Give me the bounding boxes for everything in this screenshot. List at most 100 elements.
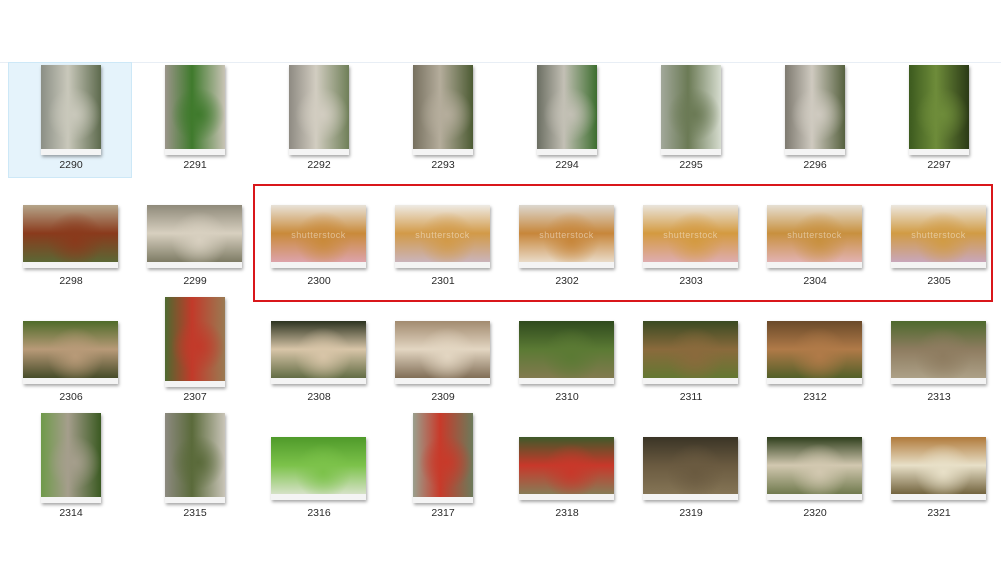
thumbnail-caption: 2298 [59, 275, 83, 287]
thumbnail-caption: 2309 [431, 391, 455, 403]
thumbnail-footer-strip [165, 381, 225, 387]
thumbnail-footer-strip [767, 494, 862, 500]
thumbnail-item-2300[interactable]: shutterstock 2300 [256, 178, 380, 294]
watermark-text: shutterstock [539, 230, 594, 241]
thumbnail-image [413, 413, 473, 503]
thumbnail-footer-strip [165, 149, 225, 155]
thumbnail-subject [165, 297, 225, 387]
thumbnail-item-2294[interactable]: 2294 [504, 62, 628, 178]
thumbnail-item-2304[interactable]: shutterstock 2304 [752, 178, 876, 294]
thumbnail-caption: 2292 [307, 159, 331, 171]
thumbnail-item-2296[interactable]: 2296 [752, 62, 876, 178]
thumbnail-item-2307[interactable]: 2307 [132, 294, 256, 410]
thumbnail-item-2305[interactable]: shutterstock 2305 [876, 178, 1000, 294]
thumbnail-footer-strip [395, 262, 490, 268]
thumbnail-caption: 2312 [803, 391, 827, 403]
thumbnail-subject [519, 321, 614, 384]
thumbnail-image: shutterstock [891, 205, 986, 268]
thumbnail-footer-strip [519, 494, 614, 500]
thumbnail-image: shutterstock [395, 205, 490, 268]
thumbnail-item-2315[interactable]: 2315 [132, 410, 256, 526]
thumbnail-subject [271, 205, 366, 268]
watermark-text: shutterstock [291, 230, 346, 241]
thumbnail-image: shutterstock [519, 205, 614, 268]
thumbnail-caption: 2293 [431, 159, 455, 171]
thumbnail-image [891, 321, 986, 384]
thumbnail-item-2291[interactable]: 2291 [132, 62, 256, 178]
thumbnail-item-2314[interactable]: 2314 [8, 410, 132, 526]
thumbnail-subject [643, 437, 738, 500]
thumbnail-item-2317[interactable]: 2317 [380, 410, 504, 526]
thumbnail-subject [767, 437, 862, 500]
thumbnail-item-2301[interactable]: shutterstock 2301 [380, 178, 504, 294]
thumbnail-subject [891, 205, 986, 268]
thumbnail-item-2311[interactable]: 2311 [628, 294, 752, 410]
thumbnail-item-2313[interactable]: 2313 [876, 294, 1000, 410]
thumbnail-image: shutterstock [271, 205, 366, 268]
thumbnail-image [661, 65, 721, 155]
thumbnail-caption: 2306 [59, 391, 83, 403]
thumbnail-subject [767, 205, 862, 268]
thumbnail-item-2292[interactable]: 2292 [256, 62, 380, 178]
thumbnail-item-2306[interactable]: 2306 [8, 294, 132, 410]
thumbnail-caption: 2321 [927, 507, 951, 519]
thumbnail-item-2295[interactable]: 2295 [628, 62, 752, 178]
thumbnail-item-2318[interactable]: 2318 [504, 410, 628, 526]
thumbnail-image [41, 413, 101, 503]
thumbnail-caption: 2294 [555, 159, 579, 171]
thumbnail-subject [23, 321, 118, 384]
thumbnail-caption: 2320 [803, 507, 827, 519]
thumbnail-subject [289, 65, 349, 155]
thumbnail-image [23, 321, 118, 384]
thumbnail-subject [165, 413, 225, 503]
thumbnail-item-2321[interactable]: 2321 [876, 410, 1000, 526]
thumbnail-footer-strip [395, 378, 490, 384]
thumbnail-item-2312[interactable]: 2312 [752, 294, 876, 410]
thumbnail-caption: 2303 [679, 275, 703, 287]
thumbnail-item-2297[interactable]: 2297 [876, 62, 1000, 178]
thumbnail-subject [395, 205, 490, 268]
thumbnail-item-2308[interactable]: 2308 [256, 294, 380, 410]
thumbnail-item-2310[interactable]: 2310 [504, 294, 628, 410]
thumbnail-item-2309[interactable]: 2309 [380, 294, 504, 410]
thumbnail-subject [41, 65, 101, 155]
thumbnail-item-2298[interactable]: 2298 [8, 178, 132, 294]
thumbnail-footer-strip [413, 497, 473, 503]
thumbnail-subject [271, 437, 366, 500]
thumbnail-item-2299[interactable]: 2299 [132, 178, 256, 294]
thumbnail-image [537, 65, 597, 155]
thumbnail-image [165, 413, 225, 503]
thumbnail-footer-strip [891, 378, 986, 384]
thumbnail-caption: 2290 [59, 159, 83, 171]
thumbnail-image [395, 321, 490, 384]
thumbnail-image [147, 205, 242, 268]
thumbnail-item-2316[interactable]: 2316 [256, 410, 380, 526]
thumbnail-subject [767, 321, 862, 384]
thumbnail-item-2302[interactable]: shutterstock 2302 [504, 178, 628, 294]
thumbnail-subject [643, 205, 738, 268]
thumbnail-item-2293[interactable]: 2293 [380, 62, 504, 178]
thumbnail-image [909, 65, 969, 155]
thumbnail-footer-strip [643, 494, 738, 500]
thumbnail-footer-strip [413, 149, 473, 155]
thumbnail-footer-strip [271, 262, 366, 268]
thumbnail-footer-strip [41, 497, 101, 503]
thumbnail-caption: 2295 [679, 159, 703, 171]
thumbnail-subject [519, 437, 614, 500]
thumbnail-footer-strip [147, 262, 242, 268]
thumbnail-footer-strip [41, 149, 101, 155]
thumbnail-item-2319[interactable]: 2319 [628, 410, 752, 526]
thumbnail-item-2320[interactable]: 2320 [752, 410, 876, 526]
thumbnail-footer-strip [785, 149, 845, 155]
thumbnail-footer-strip [643, 378, 738, 384]
watermark-text: shutterstock [415, 230, 470, 241]
thumbnail-subject [643, 321, 738, 384]
thumbnail-item-2290[interactable]: 2290 [8, 62, 132, 178]
thumbnail-subject [147, 205, 242, 268]
thumbnail-caption: 2314 [59, 507, 83, 519]
thumbnail-footer-strip [537, 149, 597, 155]
thumbnail-subject [785, 65, 845, 155]
thumbnail-footer-strip [23, 262, 118, 268]
thumbnail-item-2303[interactable]: shutterstock 2303 [628, 178, 752, 294]
